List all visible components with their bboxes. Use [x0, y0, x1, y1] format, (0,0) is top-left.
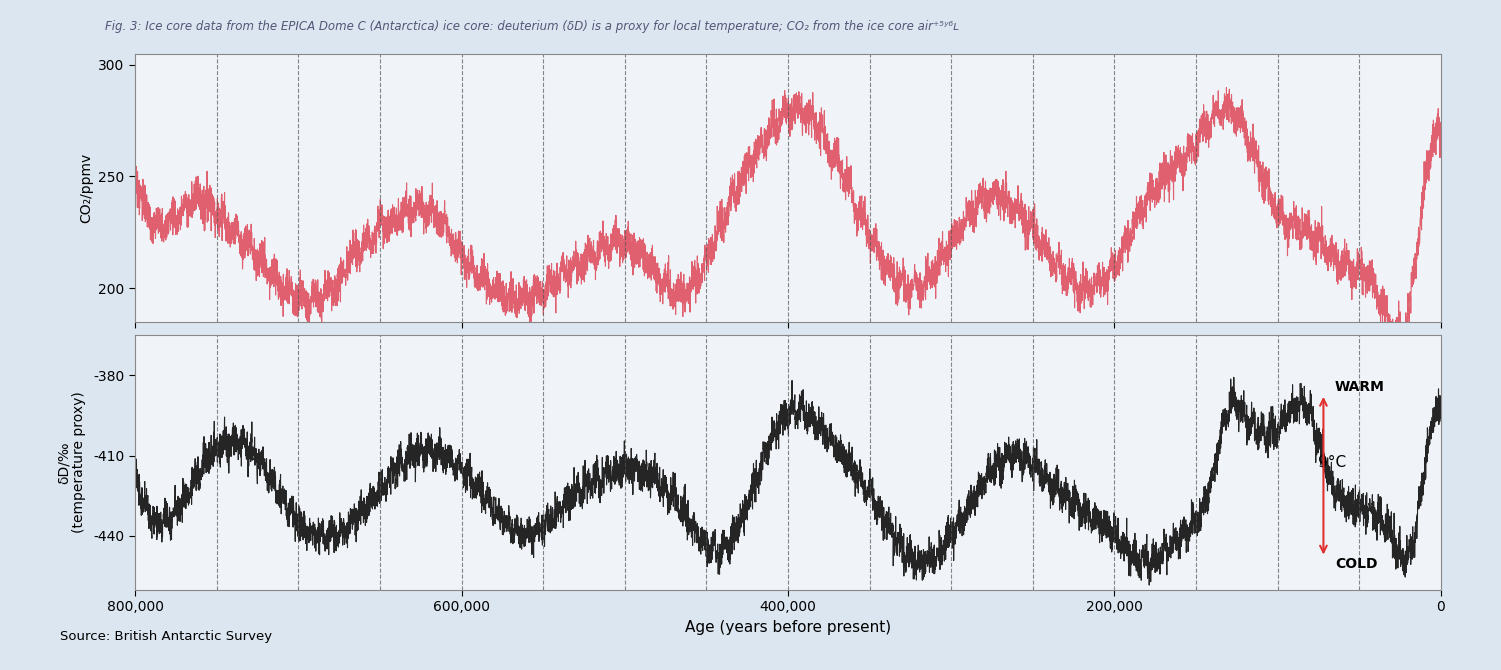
- Text: 9°C: 9°C: [1318, 455, 1346, 470]
- Y-axis label: δD/‰
(temperature proxy): δD/‰ (temperature proxy): [56, 391, 87, 533]
- X-axis label: Age (years before present): Age (years before present): [684, 620, 892, 634]
- Text: COLD: COLD: [1334, 557, 1378, 572]
- Y-axis label: CO₂/ppmv: CO₂/ppmv: [80, 153, 93, 222]
- Text: WARM: WARM: [1334, 380, 1385, 394]
- Text: Fig. 3: Ice core data from the EPICA Dome C (Antarctica) ice core: deuterium (δD: Fig. 3: Ice core data from the EPICA Dom…: [105, 20, 959, 33]
- Text: Source: British Antarctic Survey: Source: British Antarctic Survey: [60, 630, 272, 643]
